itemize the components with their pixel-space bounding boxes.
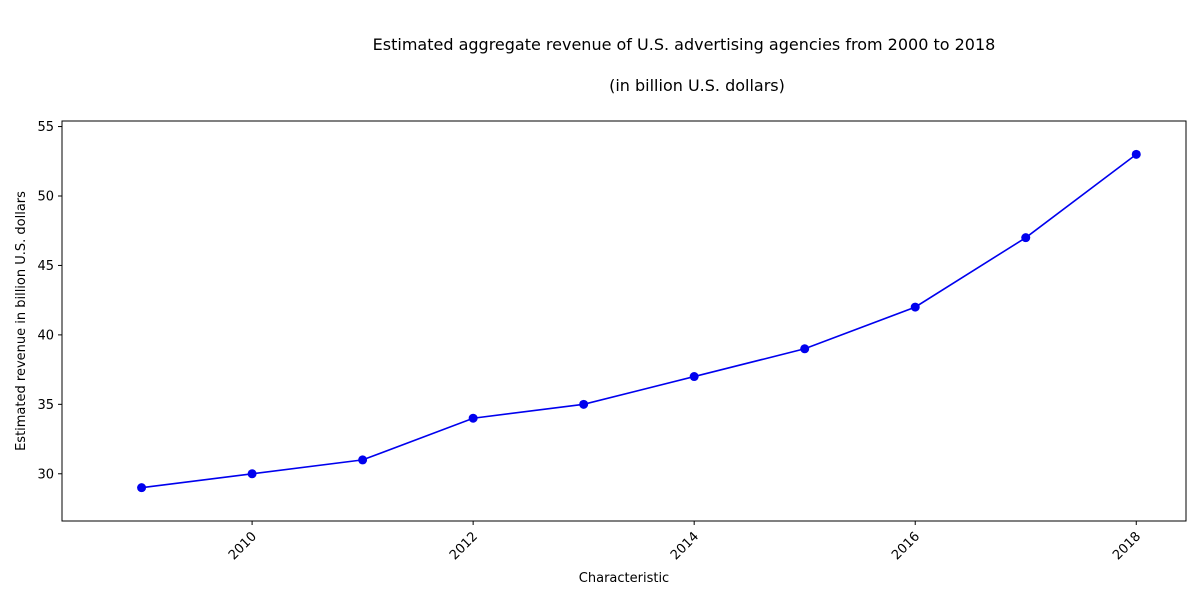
data-point [910,302,920,312]
x-tick-label: 2012 [447,529,481,563]
chart-subtitle: (in billion U.S. dollars) [609,76,785,95]
y-tick-label: 40 [37,328,54,343]
chart-title: Estimated aggregate revenue of U.S. adve… [373,35,996,54]
data-point [247,469,257,479]
plot-frame [61,120,1187,522]
y-tick-label: 50 [37,190,54,205]
data-point [800,344,810,354]
data-point [468,413,478,423]
y-axis: 30 35 40 45 50 55 [37,120,62,482]
y-tick-label: 30 [37,467,54,482]
data-point [1131,149,1141,159]
series-line [141,153,1137,489]
data-point [689,372,699,382]
x-axis: 2010 2012 2014 2016 2018 [226,521,1144,563]
data-point [358,455,368,465]
data-point [137,483,147,493]
series-points [137,149,1141,493]
x-tick-label: 2016 [889,529,923,563]
x-tick-label: 2014 [668,529,702,563]
data-point [1021,233,1031,243]
x-tick-label: 2018 [1110,529,1144,563]
y-axis-label: Estimated revenue in billion U.S. dollar… [14,191,29,451]
y-tick-label: 45 [37,259,54,274]
data-point [579,399,589,409]
y-tick-label: 55 [37,120,54,135]
x-axis-label: Characteristic [579,571,669,586]
x-tick-label: 2010 [226,529,260,563]
y-tick-label: 35 [37,398,54,413]
